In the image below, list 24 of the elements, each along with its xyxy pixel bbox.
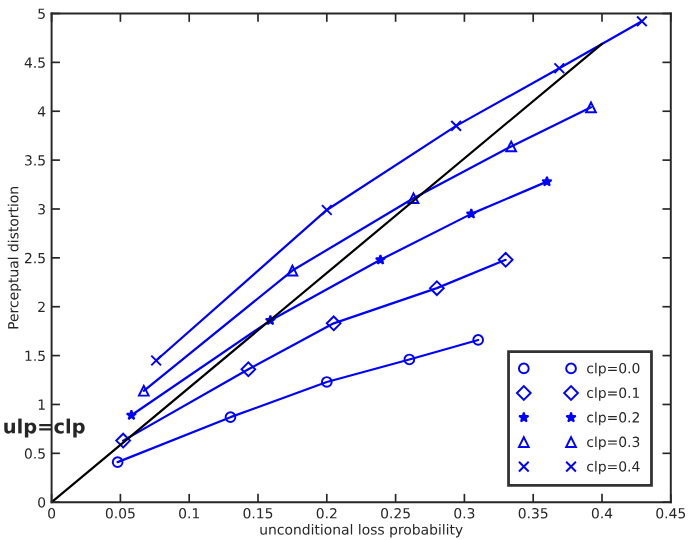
point <box>505 140 518 153</box>
point <box>374 253 387 265</box>
point <box>541 175 553 187</box>
point <box>286 264 299 277</box>
point <box>115 432 131 449</box>
point <box>224 411 237 423</box>
point <box>125 409 137 421</box>
point <box>429 280 445 296</box>
point <box>137 384 150 397</box>
point <box>636 15 648 28</box>
point <box>240 361 257 378</box>
point <box>465 208 477 219</box>
point <box>407 192 420 205</box>
point <box>497 251 514 268</box>
point <box>450 120 462 132</box>
point <box>320 204 333 216</box>
point <box>585 101 597 114</box>
point <box>403 353 416 366</box>
point <box>320 376 333 388</box>
point <box>111 456 124 468</box>
point <box>472 334 484 346</box>
point <box>150 354 163 367</box>
point <box>325 315 342 332</box>
point <box>553 62 566 75</box>
